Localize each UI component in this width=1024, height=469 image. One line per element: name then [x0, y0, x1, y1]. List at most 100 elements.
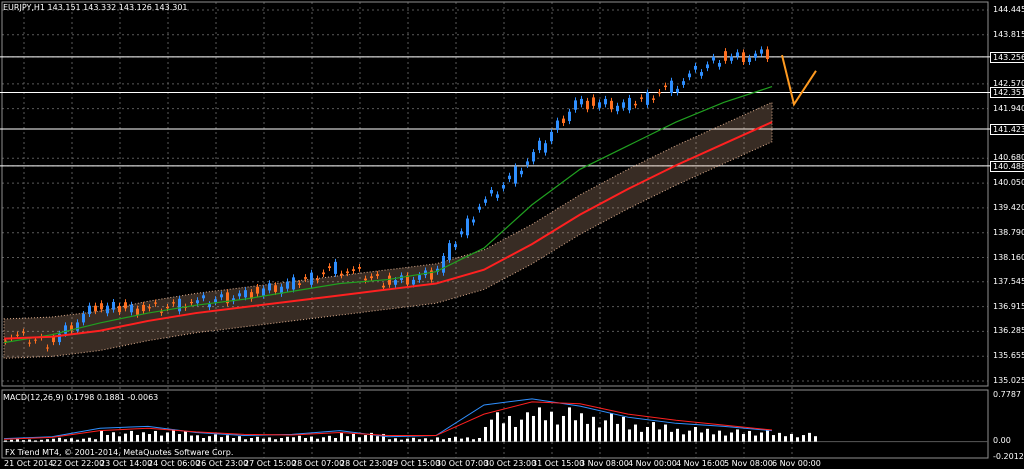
candle [310, 272, 313, 285]
macd-histogram-bar [640, 431, 643, 442]
price-axis-label: 144.445 [993, 5, 1024, 14]
candle [160, 311, 163, 313]
time-axis-label: 30 Oct 07:00 [436, 459, 489, 468]
macd-histogram-bar [676, 428, 679, 442]
macd-histogram-bar [400, 439, 403, 442]
candle [358, 267, 361, 269]
macd-histogram-bar [22, 440, 25, 442]
candle [556, 120, 559, 130]
macd-histogram-bar [160, 435, 163, 442]
candle [232, 298, 235, 302]
ichimoku-cloud [3, 101, 773, 359]
macd-histogram-bar [688, 430, 691, 442]
macd-histogram-bar [94, 439, 97, 442]
macd-signal-line [3, 401, 773, 440]
candle [286, 281, 289, 289]
macd-histogram-bar [376, 436, 379, 442]
candle [490, 189, 493, 194]
macd-histogram-bar [106, 434, 109, 442]
macd-histogram-bar [694, 426, 697, 442]
macd-histogram-bar [46, 439, 49, 442]
candle [754, 53, 757, 58]
candle [328, 266, 331, 269]
macd-histogram-bar [370, 432, 373, 442]
candle [688, 73, 691, 78]
candle [304, 277, 307, 279]
macd-histogram-bar [298, 435, 301, 442]
time-axis-label: 22 Oct 22:00 [52, 459, 105, 468]
macd-histogram-bar [418, 439, 421, 442]
candle [724, 51, 727, 61]
candle [658, 92, 661, 94]
macd-histogram-bar [532, 415, 535, 442]
candle [70, 325, 73, 331]
candle [544, 143, 547, 153]
macd-histogram-bar [88, 437, 91, 442]
macd-histogram-bar [280, 438, 283, 442]
candle [466, 218, 469, 236]
macd-histogram-bar [184, 430, 187, 442]
macd-histogram-bar [508, 415, 511, 442]
macd-histogram-bar [718, 430, 721, 442]
macd-histogram-bar [178, 434, 181, 442]
macd-histogram-bar [580, 413, 583, 442]
time-axis-label: 3 Nov 08:00 [580, 459, 629, 468]
macd-histogram-bar [52, 438, 55, 442]
macd-histogram-bar [388, 439, 391, 442]
macd-histogram-bar [10, 439, 13, 442]
macd-histogram-bar [496, 412, 499, 442]
macd-histogram-bar [82, 438, 85, 442]
candle [238, 293, 241, 297]
macd-histogram-bar [556, 424, 559, 442]
candle [424, 270, 427, 276]
macd-histogram-bar [628, 429, 631, 442]
candle [412, 279, 415, 285]
macd-histogram-bar [430, 439, 433, 442]
macd-histogram-bar [34, 440, 37, 442]
macd-histogram-bar [598, 427, 601, 442]
price-axis-label: 143.815 [993, 29, 1024, 39]
macd-histogram-bar [70, 438, 73, 442]
candle [592, 97, 595, 106]
candle [280, 286, 283, 294]
macd-histogram-bar [352, 433, 355, 442]
macd-histogram-bar [766, 429, 769, 442]
candle [340, 273, 343, 276]
macd-main-line [3, 398, 773, 440]
macd-histogram-bar [340, 432, 343, 442]
macd-histogram-bar [268, 437, 271, 442]
candle [580, 98, 583, 105]
candle [640, 97, 643, 99]
macd-histogram-bar [472, 439, 475, 442]
candle [682, 81, 685, 85]
macd-histogram-bar [502, 423, 505, 442]
candle [532, 152, 535, 162]
price-axis-label: 138.160 [993, 252, 1024, 262]
time-axis-label: 5 Nov 08:00 [724, 459, 773, 468]
macd-histogram-bar [460, 438, 463, 442]
macd-histogram-bar [466, 437, 469, 442]
macd-histogram-bar [664, 424, 667, 442]
macd-histogram-bar [154, 430, 157, 442]
candle [166, 306, 169, 309]
candle [388, 275, 391, 285]
candle [628, 97, 631, 111]
candle [376, 274, 379, 276]
macd-histogram-bar [814, 436, 817, 442]
candle [460, 231, 463, 235]
candle [16, 334, 19, 336]
macd-histogram-bar [574, 420, 577, 442]
candle [604, 98, 607, 105]
candle [484, 199, 487, 203]
candle [598, 102, 601, 108]
macd-histogram-bar [142, 432, 145, 442]
macd-histogram-bar [514, 426, 517, 442]
candle [256, 286, 259, 294]
macd-histogram-bar [736, 429, 739, 442]
macd-histogram-bar [76, 439, 79, 442]
macd-histogram-bar [226, 435, 229, 442]
candle [718, 62, 721, 67]
candle [508, 175, 511, 180]
